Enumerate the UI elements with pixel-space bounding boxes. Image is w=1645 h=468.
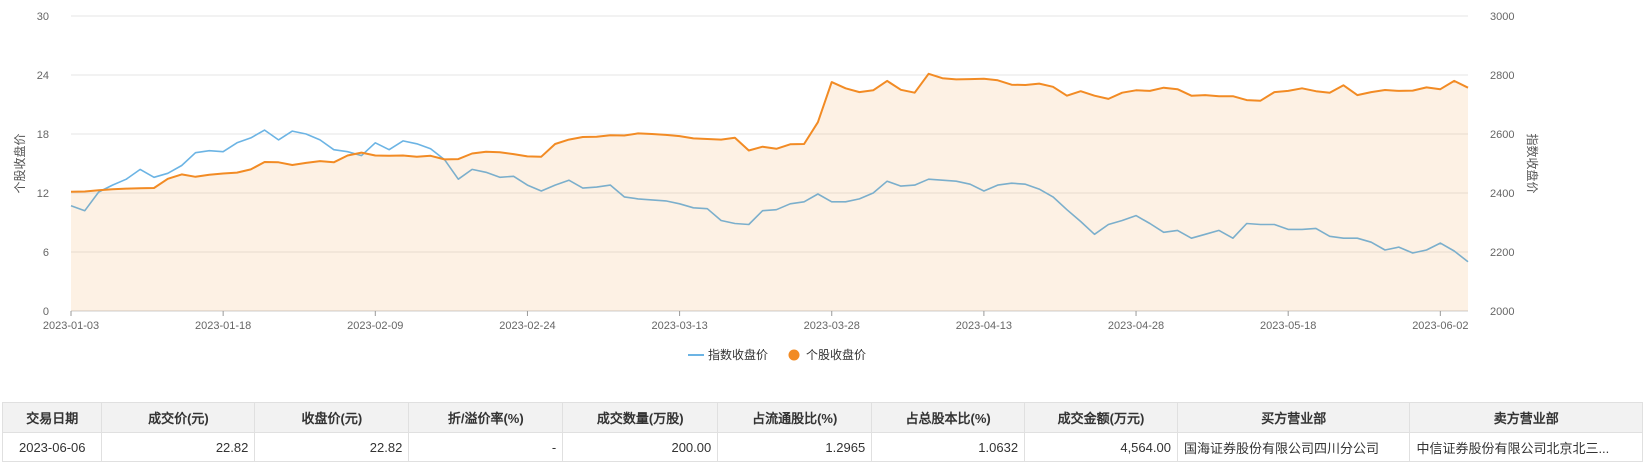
stock-close-area — [71, 73, 1468, 311]
y-left-tick-label: 6 — [43, 247, 49, 259]
x-tick-label: 2023-01-03 — [43, 320, 99, 332]
legend-stock-marker — [788, 349, 800, 361]
y-left-tick-label: 18 — [37, 129, 49, 141]
cell-seller[interactable]: 中信证券股份有限公司北京北三... — [1409, 432, 1643, 462]
legend-index-label: 指数收盘价 — [708, 347, 768, 362]
header-amount: 成交金额(万元) — [1024, 402, 1178, 433]
cell-trade-date: 2023-06-06 — [1, 432, 103, 462]
x-tick-label: 2023-04-28 — [1108, 320, 1164, 332]
y-left-axis-title: 个股收盘价 — [12, 133, 27, 193]
y-right-tick-label: 2000 — [1490, 306, 1514, 318]
header-trade-date: 交易日期 — [1, 402, 103, 433]
index-close-line — [70, 129, 1469, 263]
cell-trade-price: 22.82 — [101, 432, 256, 462]
y-right-tick-label: 3000 — [1490, 11, 1514, 23]
block-trade-table: 交易日期 成交价(元) 收盘价(元) 折/溢价率(%) 成交数量(万股) 占流通… — [1, 402, 1643, 462]
header-seller: 卖方营业部 — [1409, 402, 1643, 433]
y-right-tick-label: 2400 — [1490, 188, 1514, 200]
cell-buyer[interactable]: 国海证券股份有限公司四川分公司 — [1176, 432, 1411, 462]
stock-close-line — [70, 72, 1469, 193]
header-premium-rate: 折/溢价率(%) — [408, 402, 564, 433]
cell-amount: 4,564.00 — [1024, 432, 1178, 462]
cell-premium-rate: - — [408, 432, 564, 462]
header-float-ratio: 占流通股比(%) — [717, 402, 873, 433]
x-tick-label: 2023-02-24 — [499, 320, 555, 332]
table-row: 2023-06-06 22.82 22.82 - 200.00 1.2965 1… — [1, 432, 1643, 462]
x-tick-label: 2023-03-28 — [804, 320, 860, 332]
header-total-ratio: 占总股本比(%) — [871, 402, 1026, 433]
x-tick-label: 2023-05-18 — [1260, 320, 1316, 332]
x-tick-label: 2023-01-18 — [195, 320, 251, 332]
cell-float-ratio: 1.2965 — [717, 432, 873, 462]
x-tick-label: 2023-04-13 — [956, 320, 1012, 332]
header-trade-price: 成交价(元) — [101, 402, 256, 433]
header-buyer: 买方营业部 — [1176, 402, 1411, 433]
y-left-tick-label: 30 — [37, 11, 49, 23]
x-tick-label: 2023-03-13 — [651, 320, 707, 332]
legend-stock-label: 个股收盘价 — [806, 347, 866, 362]
table-header-row: 交易日期 成交价(元) 收盘价(元) 折/溢价率(%) 成交数量(万股) 占流通… — [1, 402, 1643, 433]
y-right-tick-label: 2200 — [1490, 247, 1514, 259]
cell-close-price: 22.82 — [254, 432, 410, 462]
y-left-tick-label: 24 — [37, 70, 49, 82]
cell-volume: 200.00 — [562, 432, 719, 462]
x-tick-label: 2023-06-02 — [1412, 320, 1468, 332]
trade-table: 交易日期 成交价(元) 收盘价(元) 折/溢价率(%) 成交数量(万股) 占流通… — [1, 402, 1643, 462]
chart-area: 2023-01-03 2023-01-18 2023-02-09 2023-02-24… — [12, 11, 1540, 362]
dual-axis-line-chart: 2023-01-03 2023-01-18 2023-02-09 2023-02-24… — [12, 11, 1540, 362]
y-right-tick-label: 2600 — [1490, 129, 1514, 141]
y-right-axis-title: 指数收盘价 — [1525, 133, 1540, 193]
y-left-tick-label: 0 — [43, 306, 49, 318]
header-close-price: 收盘价(元) — [254, 402, 410, 433]
y-left-tick-label: 12 — [37, 188, 49, 200]
x-tick-label: 2023-02-09 — [347, 320, 403, 332]
cell-total-ratio: 1.0632 — [871, 432, 1026, 462]
header-volume: 成交数量(万股) — [562, 402, 719, 433]
y-right-tick-label: 2800 — [1490, 70, 1514, 82]
